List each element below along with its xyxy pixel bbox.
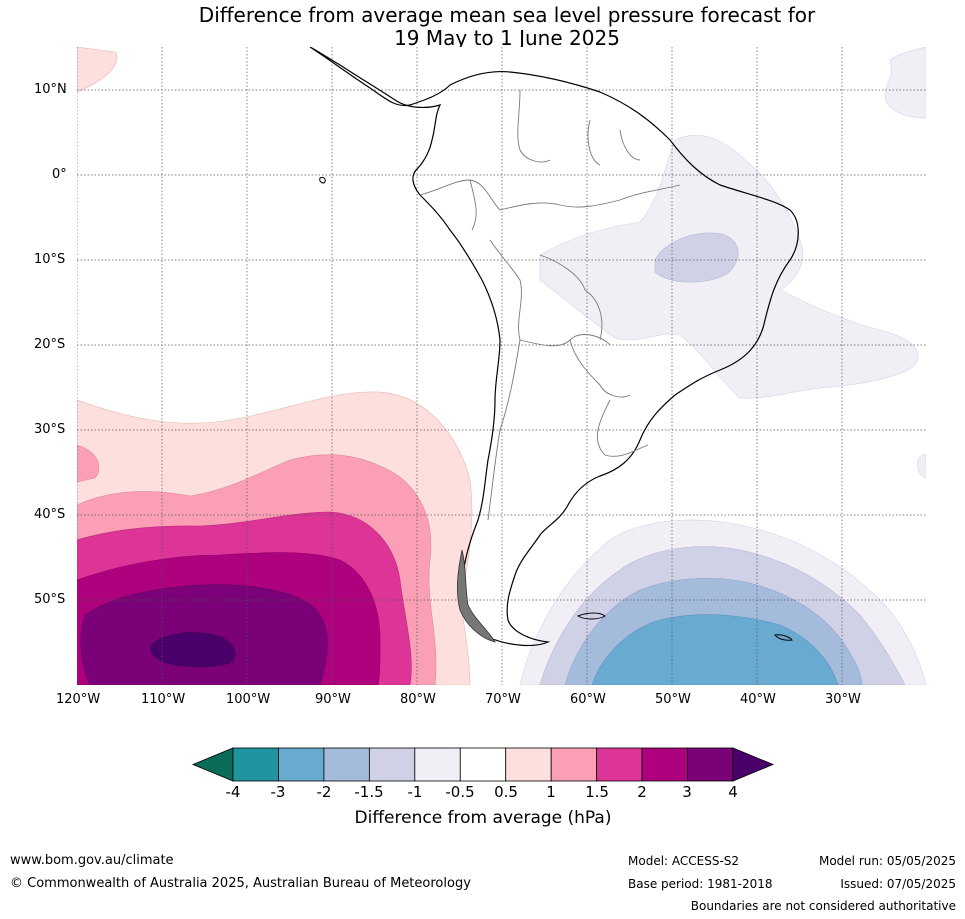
model-name: Model: ACCESS-S2 xyxy=(628,854,740,868)
lon-label: 60°W xyxy=(570,692,606,707)
base-period: Base period: 1981-2018 xyxy=(628,877,773,891)
anomaly-contour-4 xyxy=(150,632,236,668)
lat-label: 0° xyxy=(52,167,67,182)
colorbar-segment xyxy=(323,747,370,782)
lon-label: 50°W xyxy=(655,692,691,707)
anomaly-contour-1-west xyxy=(77,444,100,483)
graticule xyxy=(77,47,926,685)
lon-label: 110°W xyxy=(141,692,186,707)
issued-date: Issued: 07/05/2025 xyxy=(840,877,956,891)
lon-label: 30°W xyxy=(825,692,861,707)
lat-label: 40°S xyxy=(34,507,66,522)
colorbar-extend-high xyxy=(732,747,775,782)
colorbar-tick: -1 xyxy=(407,783,423,801)
colorbar-extend-low xyxy=(191,747,234,782)
colorbar-segment xyxy=(687,747,734,782)
anomaly-contour-neg1-brazil xyxy=(654,232,739,283)
colorbar-segment xyxy=(505,747,552,782)
model-run: Model run: 05/05/2025 xyxy=(818,854,956,868)
lat-label: 20°S xyxy=(34,337,66,352)
colorbar-segment xyxy=(232,747,279,782)
colorbar-segment xyxy=(550,747,598,782)
website-link[interactable]: www.bom.gov.au/climate xyxy=(10,853,174,868)
colorbar-tick: 4 xyxy=(728,783,738,801)
country-boundaries xyxy=(419,89,681,521)
map-title: Difference from average mean sea level p… xyxy=(0,4,965,50)
lat-label: 10°N xyxy=(34,82,67,97)
lon-label: 90°W xyxy=(315,692,351,707)
colorbar-tick: 3 xyxy=(682,783,692,801)
lon-label: 80°W xyxy=(400,692,436,707)
anomaly-contour-neg0.5-east xyxy=(917,454,926,479)
map-canvas xyxy=(77,47,926,685)
colorbar-tick: -0.5 xyxy=(445,783,475,801)
colorbar-segment xyxy=(278,747,325,782)
colorbar-tick: 0.5 xyxy=(494,783,518,801)
title-line-2: 19 May to 1 June 2025 xyxy=(394,26,620,50)
colorbar-tick: -3 xyxy=(270,783,286,801)
colorbar-segment xyxy=(414,747,461,782)
lat-label: 30°S xyxy=(34,422,66,437)
colorbar-tick: -1.5 xyxy=(354,783,384,801)
boundaries-disclaimer: Boundaries are not considered authoritat… xyxy=(690,899,956,913)
lon-label: 70°W xyxy=(485,692,521,707)
colorbar xyxy=(191,747,775,782)
colorbar-segment xyxy=(596,747,643,782)
lon-label: 100°W xyxy=(226,692,271,707)
colorbar-label: Difference from average (hPa) xyxy=(354,808,612,828)
colorbar-tick: 2 xyxy=(637,783,647,801)
anomaly-contour-0.5-nw xyxy=(77,47,118,93)
title-line-1: Difference from average mean sea level p… xyxy=(198,3,816,27)
anomaly-contour-neg2-south xyxy=(591,614,839,685)
colorbar-segment xyxy=(459,747,507,782)
colorbar-segment xyxy=(368,747,416,782)
colorbar-tick: -4 xyxy=(225,783,241,801)
colorbar-tick: -2 xyxy=(316,783,332,801)
colorbar-tick: 1.5 xyxy=(585,783,609,801)
chile-fjords xyxy=(456,549,496,643)
lon-label: 40°W xyxy=(740,692,776,707)
copyright-notice: © Commonwealth of Australia 2025, Austra… xyxy=(10,876,471,891)
south-america-coastline xyxy=(309,47,799,647)
colorbar-tick: 1 xyxy=(546,783,556,801)
anomaly-contour-neg0.5-ne xyxy=(884,47,926,119)
colorbar-segment xyxy=(641,747,688,782)
lat-label: 50°S xyxy=(34,592,66,607)
lat-label: 10°S xyxy=(34,252,66,267)
lon-label: 120°W xyxy=(56,692,101,707)
islands xyxy=(319,177,793,641)
